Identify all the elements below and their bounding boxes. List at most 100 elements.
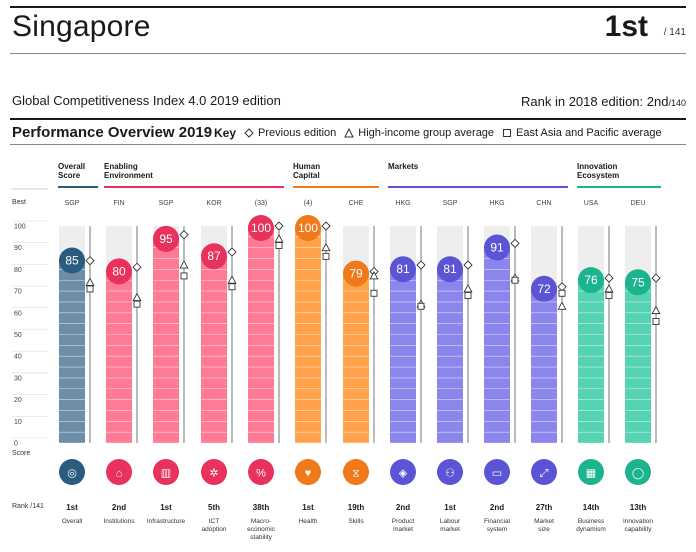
best-performer-label: KOR — [206, 200, 221, 207]
y-tick-label: 20 — [14, 397, 22, 404]
best-performer-label: (33) — [255, 200, 267, 207]
rank-2018: Rank in 2018 edition: 2nd/140 — [521, 94, 686, 109]
east-asia-marker — [133, 300, 141, 308]
group-innovation-line — [577, 186, 661, 188]
building-icon — [578, 459, 604, 485]
medal-icon-glyph: ◎ — [67, 468, 77, 480]
rank-label: 1st — [302, 503, 314, 512]
high-income-marker — [604, 283, 614, 293]
pillar-name: dynamism — [576, 526, 606, 533]
legend-label: High-income group average — [358, 127, 495, 139]
bar-group — [59, 226, 95, 485]
pillar-name: Financial — [484, 518, 511, 525]
square-icon — [503, 129, 512, 137]
high-income-marker — [179, 260, 189, 269]
east-asia-marker — [275, 242, 283, 249]
rank-label: 1st — [444, 503, 456, 512]
previous-edition-marker — [132, 262, 142, 272]
east-asia-marker — [228, 283, 236, 291]
bar-group — [153, 225, 189, 485]
score-axis-label: Score — [12, 450, 31, 457]
high-income-marker — [557, 301, 567, 310]
score-label: 81 — [396, 262, 410, 276]
header-divider — [10, 53, 686, 54]
bar — [437, 267, 463, 443]
score-bubble — [531, 275, 557, 302]
group-overall-score: Overall Score — [58, 162, 86, 180]
bar — [578, 278, 604, 443]
y-tick-label: 60 — [14, 310, 22, 317]
previous-edition-marker — [85, 256, 95, 266]
building-icon-glyph: ▦ — [586, 468, 596, 480]
previous-edition-marker — [651, 273, 661, 283]
percent-icon — [248, 459, 274, 485]
score-bubble — [59, 247, 85, 274]
y-tick-label: 50 — [14, 332, 22, 339]
tag-icon — [390, 459, 416, 485]
best-performer-label: SGP — [159, 200, 174, 207]
high-income-marker — [321, 242, 331, 252]
previous-edition-marker — [179, 230, 189, 240]
hourglass-icon-glyph: ⧖ — [352, 468, 360, 480]
bar-group — [106, 226, 142, 485]
pillar-name: economic — [247, 526, 276, 533]
pillar-name: Macro- — [251, 518, 271, 525]
high-income-marker — [651, 305, 661, 315]
score-bubble — [578, 267, 604, 294]
bulb-icon — [625, 459, 651, 485]
previous-edition-marker — [274, 221, 284, 231]
group-enabling-line — [104, 186, 284, 188]
rank-axis-label: Rank /141 — [12, 503, 44, 510]
bar — [343, 271, 369, 443]
pillar-name: system — [487, 526, 508, 533]
rank-2018-label: Rank in 2018 edition: — [521, 94, 647, 109]
east-asia-marker — [464, 291, 472, 299]
rank-label: 1st — [66, 503, 78, 512]
bar — [201, 254, 227, 443]
high-income-marker — [369, 270, 379, 280]
pillar-name: Institutions — [103, 518, 135, 525]
legend-previous-edition: Previous edition — [244, 127, 336, 139]
bar-group — [578, 226, 614, 485]
edition-label: Global Competitiveness Index 4.0 2019 ed… — [12, 93, 281, 108]
diamond-icon — [244, 128, 254, 138]
rank-label: 5th — [208, 503, 220, 512]
score-bubble — [343, 260, 369, 287]
legend-label: Previous edition — [258, 127, 337, 139]
tag-icon-glyph: ◈ — [399, 468, 408, 480]
y-tick-label: 70 — [14, 289, 22, 296]
east-asia-marker — [652, 318, 660, 325]
bar — [153, 236, 179, 443]
pillar-name: market — [393, 526, 413, 533]
chip-icon — [201, 459, 227, 485]
high-income-marker — [274, 234, 284, 243]
road-icon-glyph: ▥ — [161, 468, 171, 480]
score-label: 80 — [112, 264, 126, 278]
previous-edition-marker — [557, 282, 567, 292]
bar — [625, 280, 651, 443]
rank-label: 19th — [348, 503, 365, 512]
legend: Key Previous edition High-income group a… — [214, 126, 662, 140]
legend-east-asia: East Asia and Pacific average — [502, 127, 662, 139]
bulb-icon-glyph: ◯ — [632, 468, 644, 480]
score-label: 100 — [251, 221, 271, 235]
best-performer-label: DEU — [631, 200, 646, 207]
y-tick-label: 80 — [14, 267, 22, 274]
east-asia-marker — [605, 291, 613, 299]
score-bubble — [390, 256, 416, 283]
rank-label: 27th — [536, 503, 553, 512]
y-tick-label: 0 — [14, 441, 18, 448]
pillar-name: market — [440, 526, 460, 533]
overview-rule — [10, 118, 686, 120]
score-bubble — [248, 215, 274, 241]
hourglass-icon — [343, 459, 369, 485]
high-income-marker — [85, 277, 95, 286]
score-bubble — [295, 215, 321, 241]
key-divider — [10, 144, 686, 145]
bar — [390, 267, 416, 443]
rank-label: 2nd — [112, 503, 126, 512]
best-performer-label: USA — [584, 200, 599, 207]
best-performer-label: HKG — [395, 200, 410, 207]
bar-group — [484, 226, 520, 485]
rank-2018-of: /140 — [668, 98, 686, 108]
